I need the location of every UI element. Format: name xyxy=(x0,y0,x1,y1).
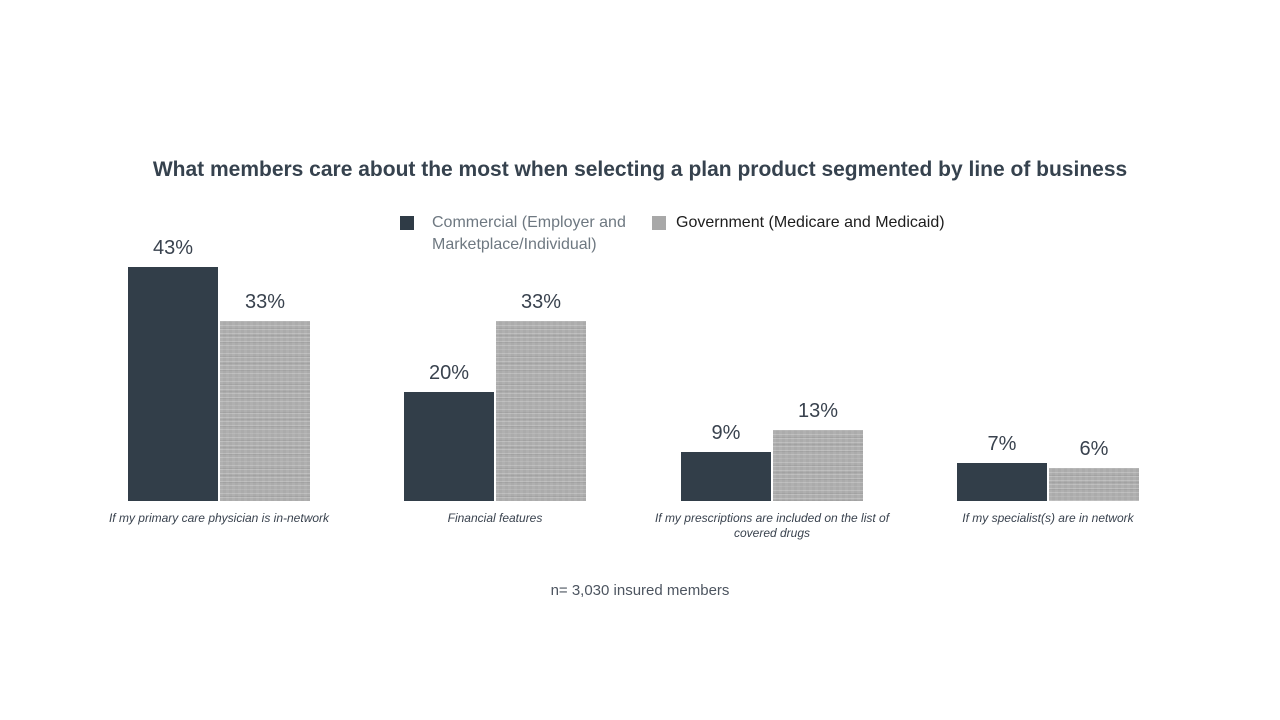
bar-government xyxy=(220,321,310,501)
data-label-commercial: 9% xyxy=(711,422,741,444)
bar-commercial xyxy=(128,267,218,501)
data-label-commercial: 7% xyxy=(987,433,1017,455)
category-label: If my prescriptions are included on the … xyxy=(654,511,890,540)
bar-government xyxy=(496,321,586,501)
data-label-commercial: 20% xyxy=(428,362,470,384)
government-swatch-icon xyxy=(652,216,666,230)
bar-commercial xyxy=(404,392,494,501)
bar-group: 7% 6% xyxy=(957,433,1139,501)
category-label: If my specialist(s) are in network xyxy=(962,511,1134,525)
legend-label-commercial: Commercial (Employer and Marketplace/Ind… xyxy=(432,214,626,253)
bar-group: 9% 13% xyxy=(681,400,863,501)
bar-column-government: 13% xyxy=(773,400,863,501)
chart-title: What members care about the most when se… xyxy=(152,158,1128,181)
commercial-swatch-icon xyxy=(400,216,414,230)
bar-group: 43% 33% xyxy=(128,237,310,501)
data-label-government: 33% xyxy=(520,291,562,313)
bar-column-commercial: 43% xyxy=(128,237,218,501)
category-label: Financial features xyxy=(447,511,543,525)
bar-commercial xyxy=(957,463,1047,501)
data-label-government: 13% xyxy=(797,400,839,422)
bar-column-government: 33% xyxy=(496,291,586,501)
data-label-government: 33% xyxy=(244,291,286,313)
bar-column-commercial: 20% xyxy=(404,362,494,501)
bar-commercial xyxy=(681,452,771,501)
bar-column-government: 33% xyxy=(220,291,310,501)
sample-size-note: n= 3,030 insured members xyxy=(550,582,730,599)
legend-label-government: Government (Medicare and Medicaid) xyxy=(676,214,945,231)
bar-column-commercial: 9% xyxy=(681,422,771,501)
bar-column-government: 6% xyxy=(1049,438,1139,501)
legend-item-commercial: Commercial (Employer and Marketplace/Ind… xyxy=(400,212,652,256)
bar-government xyxy=(1049,468,1139,501)
legend-item-government: Government (Medicare and Medicaid) xyxy=(652,212,945,234)
data-label-commercial: 43% xyxy=(152,237,194,259)
data-label-government: 6% xyxy=(1079,438,1109,460)
category-label: If my primary care physician is in-netwo… xyxy=(108,511,330,525)
bar-group: 20% 33% xyxy=(404,291,586,501)
bar-column-commercial: 7% xyxy=(957,433,1047,501)
bar-government xyxy=(773,430,863,501)
